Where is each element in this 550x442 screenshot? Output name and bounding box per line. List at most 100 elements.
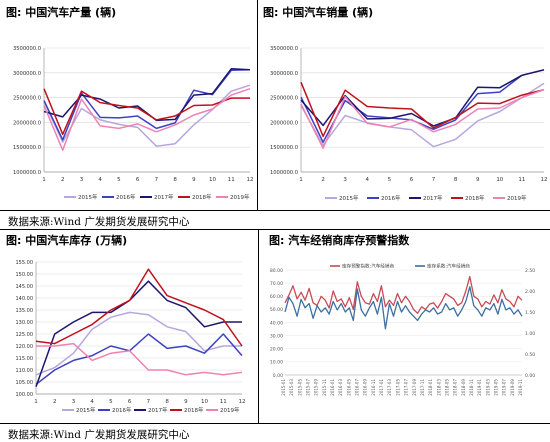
legend-label: 2018年 <box>192 193 212 201</box>
x-tick-label: 2019-03 <box>485 379 490 396</box>
top-divider <box>257 0 258 210</box>
x-tick-label: 12 <box>239 399 246 405</box>
legend-label: 2017年 <box>423 194 443 202</box>
x-tick-label: 1 <box>299 177 303 183</box>
x-tick-label: 2015-03 <box>289 379 294 396</box>
legend-label: 2015年 <box>339 194 359 202</box>
x-tick-label: 7 <box>147 399 151 405</box>
legend-label: 2016年 <box>112 406 132 414</box>
legend-label: 2019年 <box>220 406 240 414</box>
x-tick-label: 4 <box>366 177 370 183</box>
y-tick-label: 1000000.0 <box>270 170 298 176</box>
x-tick-label: 3 <box>72 399 76 405</box>
x-tick-label: 2017-07 <box>404 379 409 396</box>
y-right-tick-label: 0.00 <box>525 373 535 379</box>
series-line-2017年 <box>43 68 251 122</box>
x-tick-label: 2015-11 <box>322 379 327 396</box>
x-tick-label: 9 <box>192 177 196 183</box>
x-tick-label: 1 <box>42 177 46 183</box>
series-line-2018年 <box>35 268 243 347</box>
y-tick-label: 150.00 <box>16 272 34 278</box>
series-line-2018年 <box>43 88 250 136</box>
x-tick-label: 2019-11 <box>518 379 523 396</box>
x-tick-label: 2016-11 <box>371 379 376 396</box>
y-tick-label: 1500000.0 <box>270 145 298 151</box>
bottom-separator <box>0 423 550 424</box>
y-tick-label: 120.00 <box>16 344 34 350</box>
x-tick-label: 2018-05 <box>444 379 449 396</box>
series-line-2019年 <box>43 87 251 151</box>
x-tick-label: 2018-11 <box>469 379 474 396</box>
legend-label: 2016年 <box>381 194 401 202</box>
y-right-tick-label: 1.00 <box>525 331 535 337</box>
x-tick-label: 7 <box>155 177 159 183</box>
x-tick-label: 10 <box>201 399 208 405</box>
x-tick-label: 2016-05 <box>346 379 351 396</box>
x-tick-label: 10 <box>209 177 216 183</box>
y-tick-label: 145.00 <box>16 284 34 290</box>
series-line-2016年 <box>35 333 243 385</box>
x-tick-label: 4 <box>98 177 102 183</box>
legend-label: 2016年 <box>116 193 136 201</box>
x-tick-label: 2017-05 <box>395 379 400 396</box>
x-tick-label: 1 <box>34 399 38 405</box>
y-left-tick-label: 50.00 <box>270 307 283 313</box>
middle-separator <box>0 229 550 230</box>
x-tick-label: 2 <box>53 399 57 405</box>
y-tick-label: 105.00 <box>16 380 34 386</box>
x-tick-label: 9 <box>476 177 480 183</box>
series-line-warning-index <box>284 275 523 314</box>
series-line-2016年 <box>300 69 545 143</box>
x-tick-label: 2015-09 <box>314 379 319 396</box>
sales-chart-title: 图: 中国汽车销量 (辆) <box>263 6 374 19</box>
series-line-2019年 <box>36 342 243 376</box>
x-tick-label: 2018-09 <box>461 379 466 396</box>
bottom-divider <box>258 229 259 423</box>
y-tick-label: 2000000.0 <box>270 120 298 126</box>
y-tick-label: 3000000.0 <box>13 71 41 77</box>
y-tick-label: 1500000.0 <box>13 145 41 151</box>
x-tick-label: 8 <box>173 177 177 183</box>
y-left-tick-label: 30.00 <box>270 333 283 339</box>
production-chart-title: 图: 中国汽车产量 (辆) <box>6 6 117 19</box>
y-tick-label: 3500000.0 <box>270 46 298 52</box>
x-tick-label: 2018-03 <box>436 379 441 396</box>
x-tick-label: 12 <box>247 177 254 183</box>
y-right-tick-label: 0.50 <box>525 352 535 358</box>
series-line-2015年 <box>300 82 545 148</box>
y-tick-label: 135.00 <box>16 308 34 314</box>
series-line-2017年 <box>300 69 545 127</box>
x-tick-label: 2019-05 <box>493 379 498 396</box>
y-tick-label: 115.00 <box>16 356 34 362</box>
series-line-inventory-coefficient <box>284 286 523 330</box>
y-tick-label: 155.00 <box>16 260 34 266</box>
x-tick-label: 2018-01 <box>428 379 433 396</box>
x-tick-label: 2015-01 <box>281 379 286 396</box>
y-left-tick-label: 10.00 <box>270 360 283 366</box>
y-left-tick-label: 60.00 <box>270 294 283 300</box>
legend-label: 2017年 <box>154 193 174 201</box>
x-tick-label: 2019-07 <box>502 379 507 396</box>
warning-index-chart: 0.00 10.00 20.00 30.00 40.00 50.00 60.00 70.00 8… <box>270 263 535 396</box>
x-tick-label: 2017-03 <box>387 379 392 396</box>
x-tick-label: 8 <box>165 399 169 405</box>
x-tick-label: 2017-11 <box>420 379 425 396</box>
x-tick-label: 5 <box>109 399 113 405</box>
x-tick-label: 2015-07 <box>306 379 311 396</box>
y-tick-label: 130.00 <box>16 320 34 326</box>
x-tick-label: 3 <box>343 177 347 183</box>
x-tick-label: 2 <box>61 177 65 183</box>
x-tick-label: 3 <box>80 177 84 183</box>
inventory-line-chart: 100.00 105.00 110.00 115.00 120.00 125.00 130.… <box>16 260 246 414</box>
x-tick-label: 2016-07 <box>355 379 360 396</box>
x-tick-label: 2017-09 <box>412 379 417 396</box>
legend-label: 2018年 <box>184 406 204 414</box>
y-tick-label: 2500000.0 <box>13 96 41 102</box>
y-left-tick-label: 20.00 <box>270 347 283 353</box>
y-right-tick-label: 2.50 <box>525 268 535 274</box>
x-tick-label: 7 <box>432 177 436 183</box>
y-tick-label: 140.00 <box>16 296 34 302</box>
y-left-tick-label: 40.00 <box>270 320 283 326</box>
production-line-chart: 1000000.0 1500000.0 2000000.0 2500000.0 3000… <box>13 46 254 201</box>
legend-label: 库存系数:汽车经销商 <box>427 263 470 270</box>
